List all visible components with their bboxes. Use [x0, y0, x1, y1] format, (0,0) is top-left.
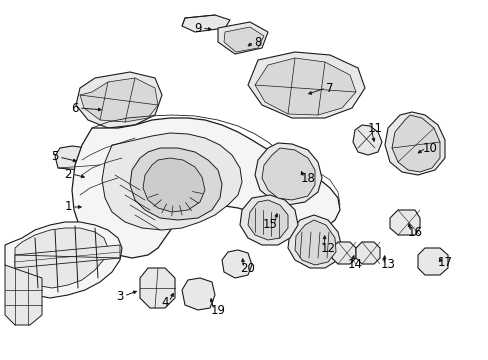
- Text: 6: 6: [71, 102, 79, 114]
- Text: 8: 8: [254, 36, 261, 49]
- Polygon shape: [72, 118, 339, 258]
- Text: 4: 4: [161, 296, 168, 309]
- Polygon shape: [352, 125, 381, 155]
- Polygon shape: [389, 210, 419, 235]
- Text: 3: 3: [116, 289, 123, 302]
- Polygon shape: [287, 215, 341, 268]
- Polygon shape: [5, 222, 122, 298]
- Polygon shape: [218, 22, 267, 54]
- Polygon shape: [222, 250, 251, 278]
- Polygon shape: [140, 268, 175, 308]
- Polygon shape: [15, 228, 108, 288]
- Polygon shape: [384, 112, 444, 175]
- Polygon shape: [247, 200, 287, 240]
- Text: 19: 19: [210, 303, 225, 316]
- Text: 13: 13: [380, 258, 395, 271]
- Text: 17: 17: [437, 256, 451, 269]
- Polygon shape: [355, 242, 379, 264]
- Polygon shape: [224, 27, 264, 52]
- Polygon shape: [331, 242, 355, 264]
- Polygon shape: [5, 265, 42, 325]
- Text: 5: 5: [51, 150, 59, 163]
- Polygon shape: [182, 278, 215, 310]
- Polygon shape: [102, 133, 242, 230]
- Text: 14: 14: [347, 258, 362, 271]
- Text: 12: 12: [320, 242, 335, 255]
- Text: 11: 11: [367, 122, 382, 135]
- Polygon shape: [76, 72, 162, 128]
- Text: 15: 15: [262, 219, 277, 231]
- Polygon shape: [240, 195, 297, 245]
- Polygon shape: [294, 220, 335, 265]
- Polygon shape: [254, 143, 321, 205]
- Text: 9: 9: [194, 22, 202, 35]
- Text: 7: 7: [325, 81, 333, 94]
- Polygon shape: [15, 245, 120, 268]
- Polygon shape: [262, 148, 314, 200]
- Text: 18: 18: [300, 171, 315, 184]
- Polygon shape: [417, 248, 447, 275]
- Polygon shape: [80, 78, 158, 122]
- Text: 1: 1: [64, 201, 72, 213]
- Text: 2: 2: [64, 167, 72, 180]
- Text: 16: 16: [407, 225, 422, 238]
- Polygon shape: [391, 115, 439, 172]
- Polygon shape: [130, 148, 222, 220]
- Text: 20: 20: [240, 261, 255, 274]
- Polygon shape: [182, 15, 229, 32]
- Polygon shape: [254, 58, 355, 115]
- Polygon shape: [55, 146, 105, 170]
- Text: 10: 10: [422, 141, 437, 154]
- Polygon shape: [247, 52, 364, 118]
- Polygon shape: [142, 158, 204, 212]
